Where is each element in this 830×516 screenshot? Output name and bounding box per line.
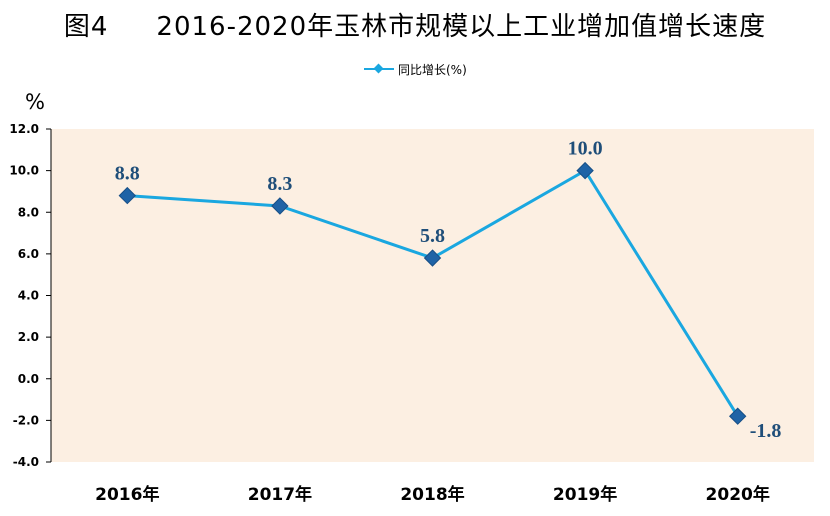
data-point-marker [576, 161, 594, 180]
data-label: 5.8 [420, 225, 445, 247]
y-tick-label: 2.0 [18, 330, 39, 344]
chart-title: 图4 2016-2020年玉林市规模以上工业增加值增长速度 [0, 6, 830, 43]
y-tick-label: 4.0 [18, 289, 39, 303]
figure-number: 图4 [63, 12, 109, 42]
y-axis-unit: % [25, 90, 45, 114]
data-label: 10.0 [568, 138, 603, 160]
data-label: 8.8 [115, 163, 140, 185]
y-tick-label: 6.0 [18, 247, 39, 261]
x-tick-label: 2018年 [400, 484, 464, 505]
data-point-marker [271, 197, 289, 215]
y-tick-label: -2.0 [13, 413, 39, 427]
data-point-marker [728, 407, 747, 425]
x-tick-label: 2017年 [248, 484, 312, 505]
title-text: 2016-2020年玉林市规模以上工业增加值增长速度 [156, 12, 767, 42]
data-point-marker [118, 186, 137, 205]
legend: 同比增长(%) [364, 60, 467, 78]
data-point-marker [423, 249, 442, 267]
x-tick-label: 2019年 [553, 484, 617, 505]
x-tick-label: 2016年 [95, 484, 159, 505]
legend-label: 同比增长(%) [398, 62, 467, 77]
y-tick-label: 0.0 [18, 372, 39, 386]
y-tick-label: 8.0 [18, 205, 39, 219]
y-tick-label: -4.0 [13, 455, 39, 469]
y-tick-label: 12.0 [9, 122, 39, 136]
data-label: 8.3 [267, 173, 292, 195]
x-tick-label: 2020年 [706, 484, 770, 505]
y-tick-label: 10.0 [9, 164, 39, 178]
plot-area [51, 129, 814, 462]
legend-line-marker-icon [364, 60, 394, 78]
data-label: -1.8 [750, 420, 782, 442]
